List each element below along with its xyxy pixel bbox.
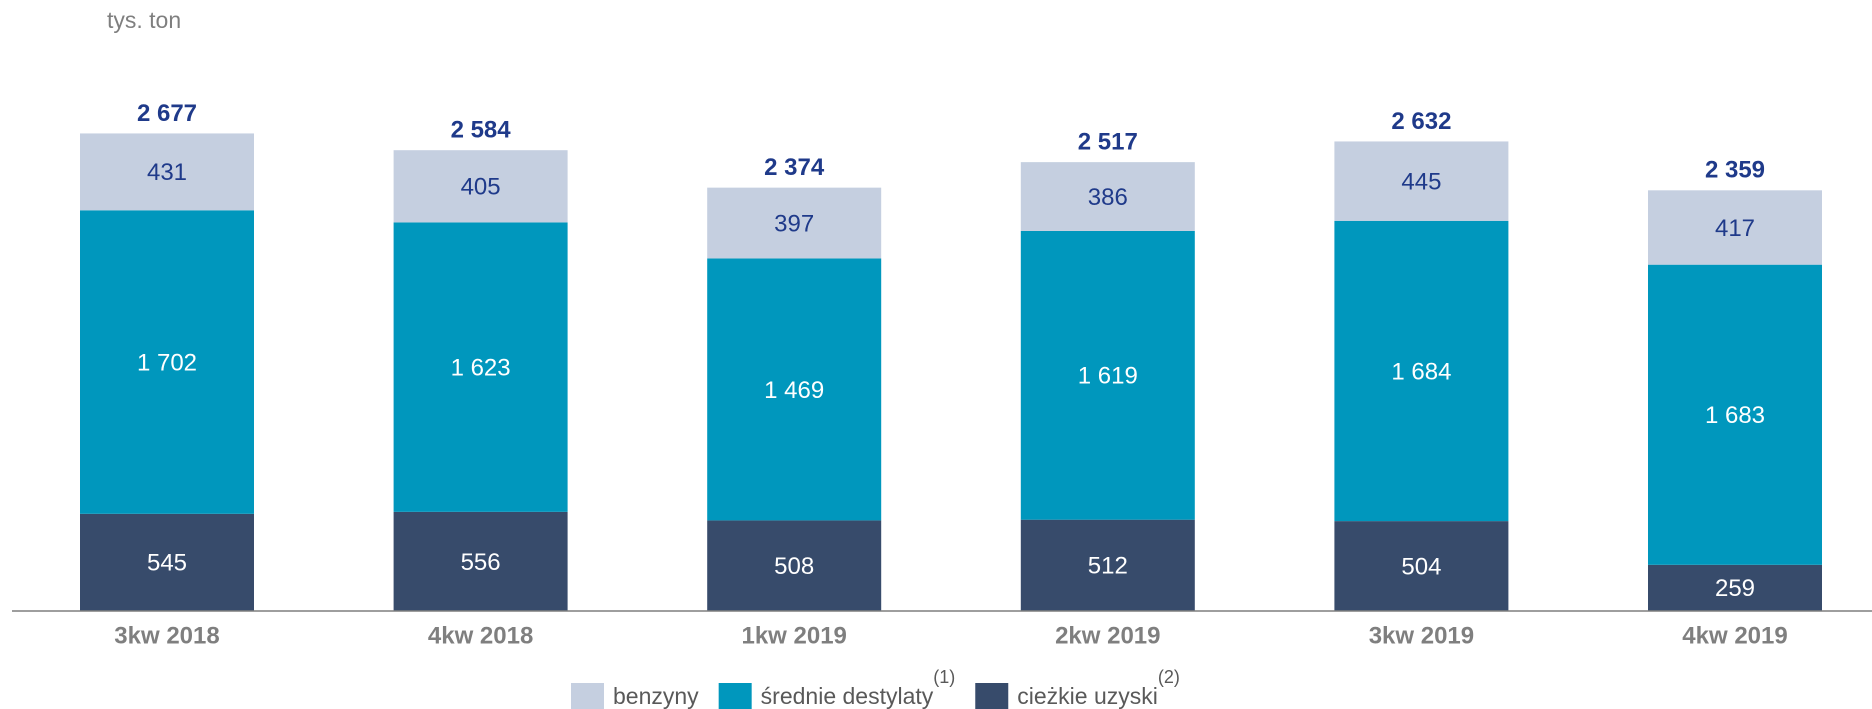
total-label: 2 359 (1705, 157, 1765, 184)
legend-swatch (975, 683, 1009, 709)
bar-segment (1648, 190, 1822, 265)
legend-label: benzyny (613, 683, 699, 709)
x-tick-label: 4kw 2018 (428, 622, 533, 649)
value-label: 1 683 (1705, 402, 1765, 429)
legend-note: (1) (933, 667, 955, 687)
value-label: 545 (147, 550, 187, 577)
bar-segment (1334, 220, 1509, 522)
value-label: 431 (147, 159, 187, 186)
bar-segment (1648, 264, 1822, 565)
legend-swatch (571, 683, 604, 709)
value-label: 445 (1401, 168, 1441, 195)
value-label: 556 (461, 549, 501, 576)
bar-segment (393, 511, 568, 611)
value-label: 397 (774, 210, 814, 237)
x-tick-label: 3kw 2019 (1369, 622, 1474, 649)
total-label: 2 374 (764, 154, 825, 181)
value-label: 1 469 (764, 377, 824, 404)
bar-segment (80, 210, 254, 514)
bar-segment (707, 520, 882, 611)
legend-swatch (718, 683, 752, 709)
bar-segment (1020, 519, 1195, 611)
bar-segment (1334, 141, 1509, 221)
x-tick-label: 3kw 2018 (114, 622, 219, 649)
total-label: 2 632 (1391, 108, 1451, 135)
value-label: 259 (1715, 575, 1755, 602)
bar-segment (393, 222, 568, 512)
x-tick-label: 1kw 2019 (741, 622, 846, 649)
value-label: 1 702 (137, 349, 197, 376)
x-tick-label: 2kw 2019 (1055, 622, 1160, 649)
legend-label: średnie destylaty (761, 683, 934, 709)
bar-segment (1020, 162, 1195, 231)
value-label: 1 623 (451, 354, 511, 381)
bar-segment (80, 513, 254, 611)
total-label: 2 584 (451, 117, 512, 144)
value-label: 508 (774, 553, 814, 580)
total-label: 2 677 (137, 100, 197, 127)
bar-segment (80, 133, 254, 211)
value-label: 512 (1088, 553, 1128, 580)
bar-segment (707, 258, 882, 521)
legend-label: cieżkie uzyski (1017, 683, 1158, 709)
x-tick-label: 4kw 2019 (1682, 622, 1787, 649)
value-label: 405 (461, 174, 501, 201)
bar-segment (1334, 521, 1509, 611)
bar-segment (1648, 564, 1822, 611)
value-label: 386 (1088, 184, 1128, 211)
bar-segment (707, 187, 882, 259)
legend-note: (2) (1158, 667, 1180, 687)
total-label: 2 517 (1078, 128, 1138, 155)
value-label: 504 (1401, 553, 1441, 580)
unit-label: tys. ton (107, 7, 181, 33)
bar-segment (1020, 230, 1195, 520)
bar-segment (393, 150, 568, 223)
value-label: 417 (1715, 215, 1755, 242)
value-label: 1 684 (1391, 358, 1451, 385)
value-label: 1 619 (1078, 363, 1138, 390)
